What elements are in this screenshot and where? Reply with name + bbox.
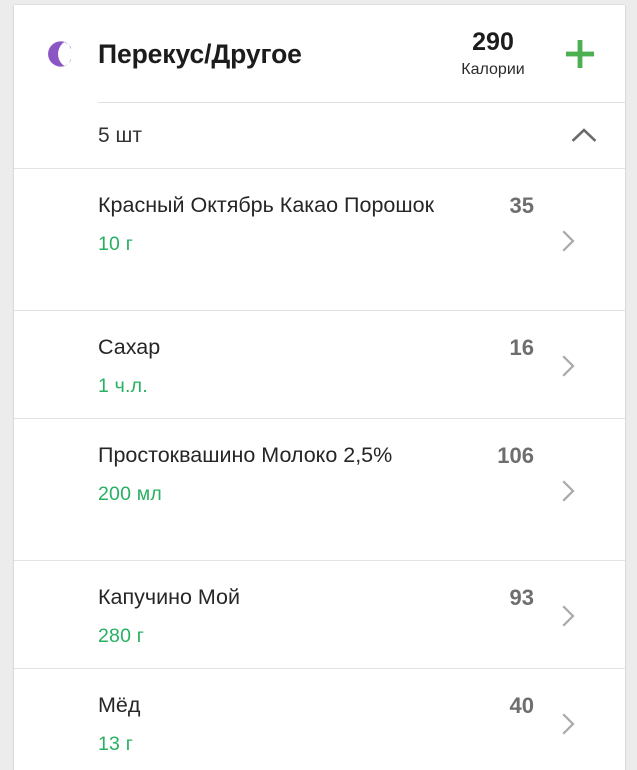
food-list: Красный Октябрь Какао Порошок 10 г 35 Са… xyxy=(14,169,625,770)
food-info: Простоквашино Молоко 2,5% 200 мл xyxy=(98,439,446,509)
food-info: Мёд 13 г xyxy=(98,689,446,759)
food-open-cell[interactable] xyxy=(538,331,600,401)
header-divider xyxy=(98,102,625,103)
food-open-cell[interactable] xyxy=(538,581,600,651)
chevron-right-icon xyxy=(562,605,575,627)
list-item-divider xyxy=(14,560,625,561)
list-item[interactable]: Капучино Мой 280 г 93 xyxy=(14,561,625,669)
food-calories: 35 xyxy=(509,193,534,218)
calories-label: Калории xyxy=(461,60,525,78)
list-item[interactable]: Красный Октябрь Какао Порошок 10 г 35 xyxy=(14,169,625,311)
food-open-cell[interactable] xyxy=(538,689,600,759)
item-count-row[interactable]: 5 шт xyxy=(14,103,625,169)
chevron-up-icon[interactable] xyxy=(567,119,601,153)
food-amount: 200 мл xyxy=(98,483,162,505)
food-info: Капучино Мой 280 г xyxy=(98,581,446,651)
food-amount: 280 г xyxy=(98,625,145,647)
food-info: Красный Октябрь Какао Порошок 10 г xyxy=(98,189,446,259)
food-open-cell[interactable] xyxy=(538,189,600,293)
plus-icon xyxy=(566,40,594,68)
food-name: Сахар xyxy=(98,335,161,359)
meal-icon-wrap xyxy=(14,39,98,69)
list-item-divider xyxy=(14,668,625,669)
food-name: Мёд xyxy=(98,693,141,717)
moon-icon xyxy=(48,41,71,67)
food-calories: 93 xyxy=(509,585,534,610)
meal-card: Перекус/Другое 290 Калории 5 шт xyxy=(14,5,625,770)
food-name: Капучино Мой xyxy=(98,585,241,609)
calories-block: 290 Калории xyxy=(445,28,557,81)
food-calories: 40 xyxy=(509,693,534,718)
add-food-button[interactable] xyxy=(557,31,603,77)
chevron-right-icon xyxy=(562,230,575,252)
list-item[interactable]: Простоквашино Молоко 2,5% 200 мл 106 xyxy=(14,419,625,561)
food-amount: 10 г xyxy=(98,233,134,255)
food-calories: 16 xyxy=(509,335,534,360)
meal-title: Перекус/Другое xyxy=(98,38,302,69)
food-amount: 1 ч.л. xyxy=(98,375,148,397)
list-item[interactable]: Сахар 1 ч.л. 16 xyxy=(14,311,625,419)
food-open-cell[interactable] xyxy=(538,439,600,543)
food-info: Сахар 1 ч.л. xyxy=(98,331,446,401)
food-name: Простоквашино Молоко 2,5% xyxy=(98,443,393,467)
meal-header: Перекус/Другое 290 Калории xyxy=(14,5,625,103)
calories-value: 290 xyxy=(472,27,514,56)
item-count-label: 5 шт xyxy=(98,124,142,147)
chevron-right-icon xyxy=(562,713,575,735)
chevron-right-icon xyxy=(562,355,575,377)
list-item-divider xyxy=(14,310,625,311)
count-row-divider xyxy=(14,168,625,169)
chevron-right-icon xyxy=(562,480,575,502)
food-calories: 106 xyxy=(497,443,534,468)
list-item[interactable]: Мёд 13 г 40 xyxy=(14,669,625,770)
food-amount: 13 г xyxy=(98,733,134,755)
list-item-divider xyxy=(14,418,625,419)
food-name: Красный Октябрь Какао Порошок xyxy=(98,193,434,217)
